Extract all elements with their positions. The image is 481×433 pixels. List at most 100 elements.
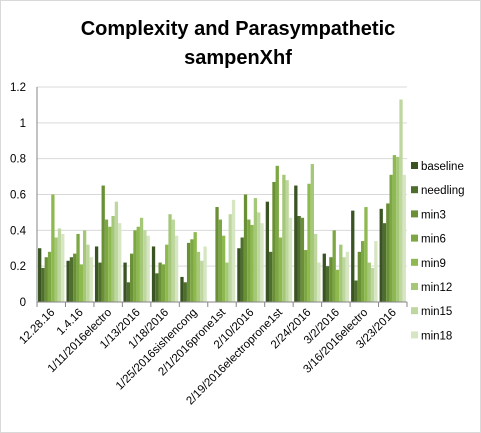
bar — [69, 257, 74, 302]
bar — [288, 217, 293, 302]
bar — [108, 226, 112, 302]
bar — [396, 156, 400, 303]
bar — [354, 280, 358, 302]
bar — [200, 260, 204, 302]
bar — [361, 241, 365, 302]
bar — [165, 244, 169, 302]
bar — [382, 223, 387, 302]
bar — [367, 262, 371, 302]
y-tick-label: 1.2 — [10, 82, 26, 94]
y-tick-label: 0.4 — [10, 225, 27, 237]
bar — [247, 219, 251, 302]
bar — [392, 155, 397, 302]
bar — [168, 214, 172, 302]
bar — [174, 235, 179, 302]
bar — [237, 248, 241, 302]
bar — [139, 217, 144, 302]
bar — [38, 248, 42, 302]
chart-title-line-1: Complexity and Parasympathetic — [81, 18, 396, 40]
legend-label: min15 — [421, 306, 452, 318]
bar — [351, 210, 355, 303]
bar — [399, 99, 403, 302]
bar — [285, 180, 289, 302]
bar — [364, 207, 368, 302]
bar — [250, 224, 254, 302]
bar — [297, 216, 301, 302]
bar — [193, 232, 197, 303]
bar — [325, 266, 330, 302]
bar — [253, 198, 258, 302]
bar — [203, 246, 207, 302]
bar — [133, 230, 137, 302]
y-tick-label: 0.2 — [10, 261, 26, 273]
bar — [370, 267, 375, 302]
legend-label: min9 — [421, 258, 446, 270]
legend-swatch — [411, 162, 418, 169]
legend-label: min3 — [421, 209, 446, 221]
legend-swatch — [411, 331, 418, 339]
bars — [38, 99, 406, 303]
y-tick-label: 0.8 — [10, 154, 26, 166]
bar — [158, 262, 162, 302]
bar — [130, 253, 134, 303]
bar — [41, 267, 45, 302]
bar — [94, 246, 99, 302]
bar — [282, 174, 286, 302]
bar — [374, 241, 378, 302]
legend-swatch — [411, 210, 418, 218]
bar — [111, 216, 115, 302]
y-axis-tick-labels: 0 0.2 0.4 0.6 0.8 1 1.2 — [10, 82, 27, 309]
legend-swatch — [411, 283, 418, 290]
bar — [190, 239, 194, 302]
chart-title-line-2: sampenXhf — [184, 47, 292, 69]
bar — [300, 217, 305, 302]
bar — [345, 251, 350, 302]
bar — [186, 242, 191, 303]
bar — [402, 174, 406, 302]
bar — [304, 250, 308, 302]
legend: baseline needling min3 min6 min9 min12 min15 mi… — [411, 161, 464, 342]
bar — [218, 219, 222, 302]
bar — [143, 230, 147, 302]
bar — [260, 223, 264, 302]
bar — [307, 183, 311, 302]
legend-label: needling — [421, 185, 464, 197]
bar — [171, 219, 175, 302]
bar — [126, 282, 131, 302]
x-tick-label: 12.28.16 — [17, 307, 57, 347]
legend-label: baseline — [421, 161, 464, 173]
bar — [73, 253, 77, 303]
bar — [44, 257, 48, 302]
bar — [146, 235, 150, 302]
bar — [123, 262, 127, 302]
bar — [269, 251, 273, 302]
bar — [322, 253, 326, 303]
bar — [310, 164, 314, 302]
bar — [278, 237, 283, 302]
chart-title: Complexity and Parasympathetic sampenXhf — [81, 18, 396, 69]
bar — [332, 230, 336, 302]
bar — [222, 235, 226, 302]
bar — [51, 194, 55, 302]
bar — [54, 237, 58, 302]
legend-swatch — [411, 307, 418, 315]
bar — [151, 246, 156, 302]
bar — [257, 212, 261, 302]
legend-label: min18 — [421, 330, 452, 342]
legend-swatch — [411, 234, 418, 242]
bar — [47, 251, 52, 302]
bar — [294, 185, 298, 302]
bar — [136, 226, 140, 302]
bar — [240, 237, 244, 302]
bar — [76, 233, 80, 302]
bar — [225, 262, 229, 302]
axes — [36, 87, 408, 307]
bar — [357, 251, 362, 302]
bar — [342, 257, 346, 302]
bar — [57, 228, 62, 302]
bar — [155, 273, 159, 302]
bar — [82, 230, 87, 302]
bar — [317, 262, 321, 302]
